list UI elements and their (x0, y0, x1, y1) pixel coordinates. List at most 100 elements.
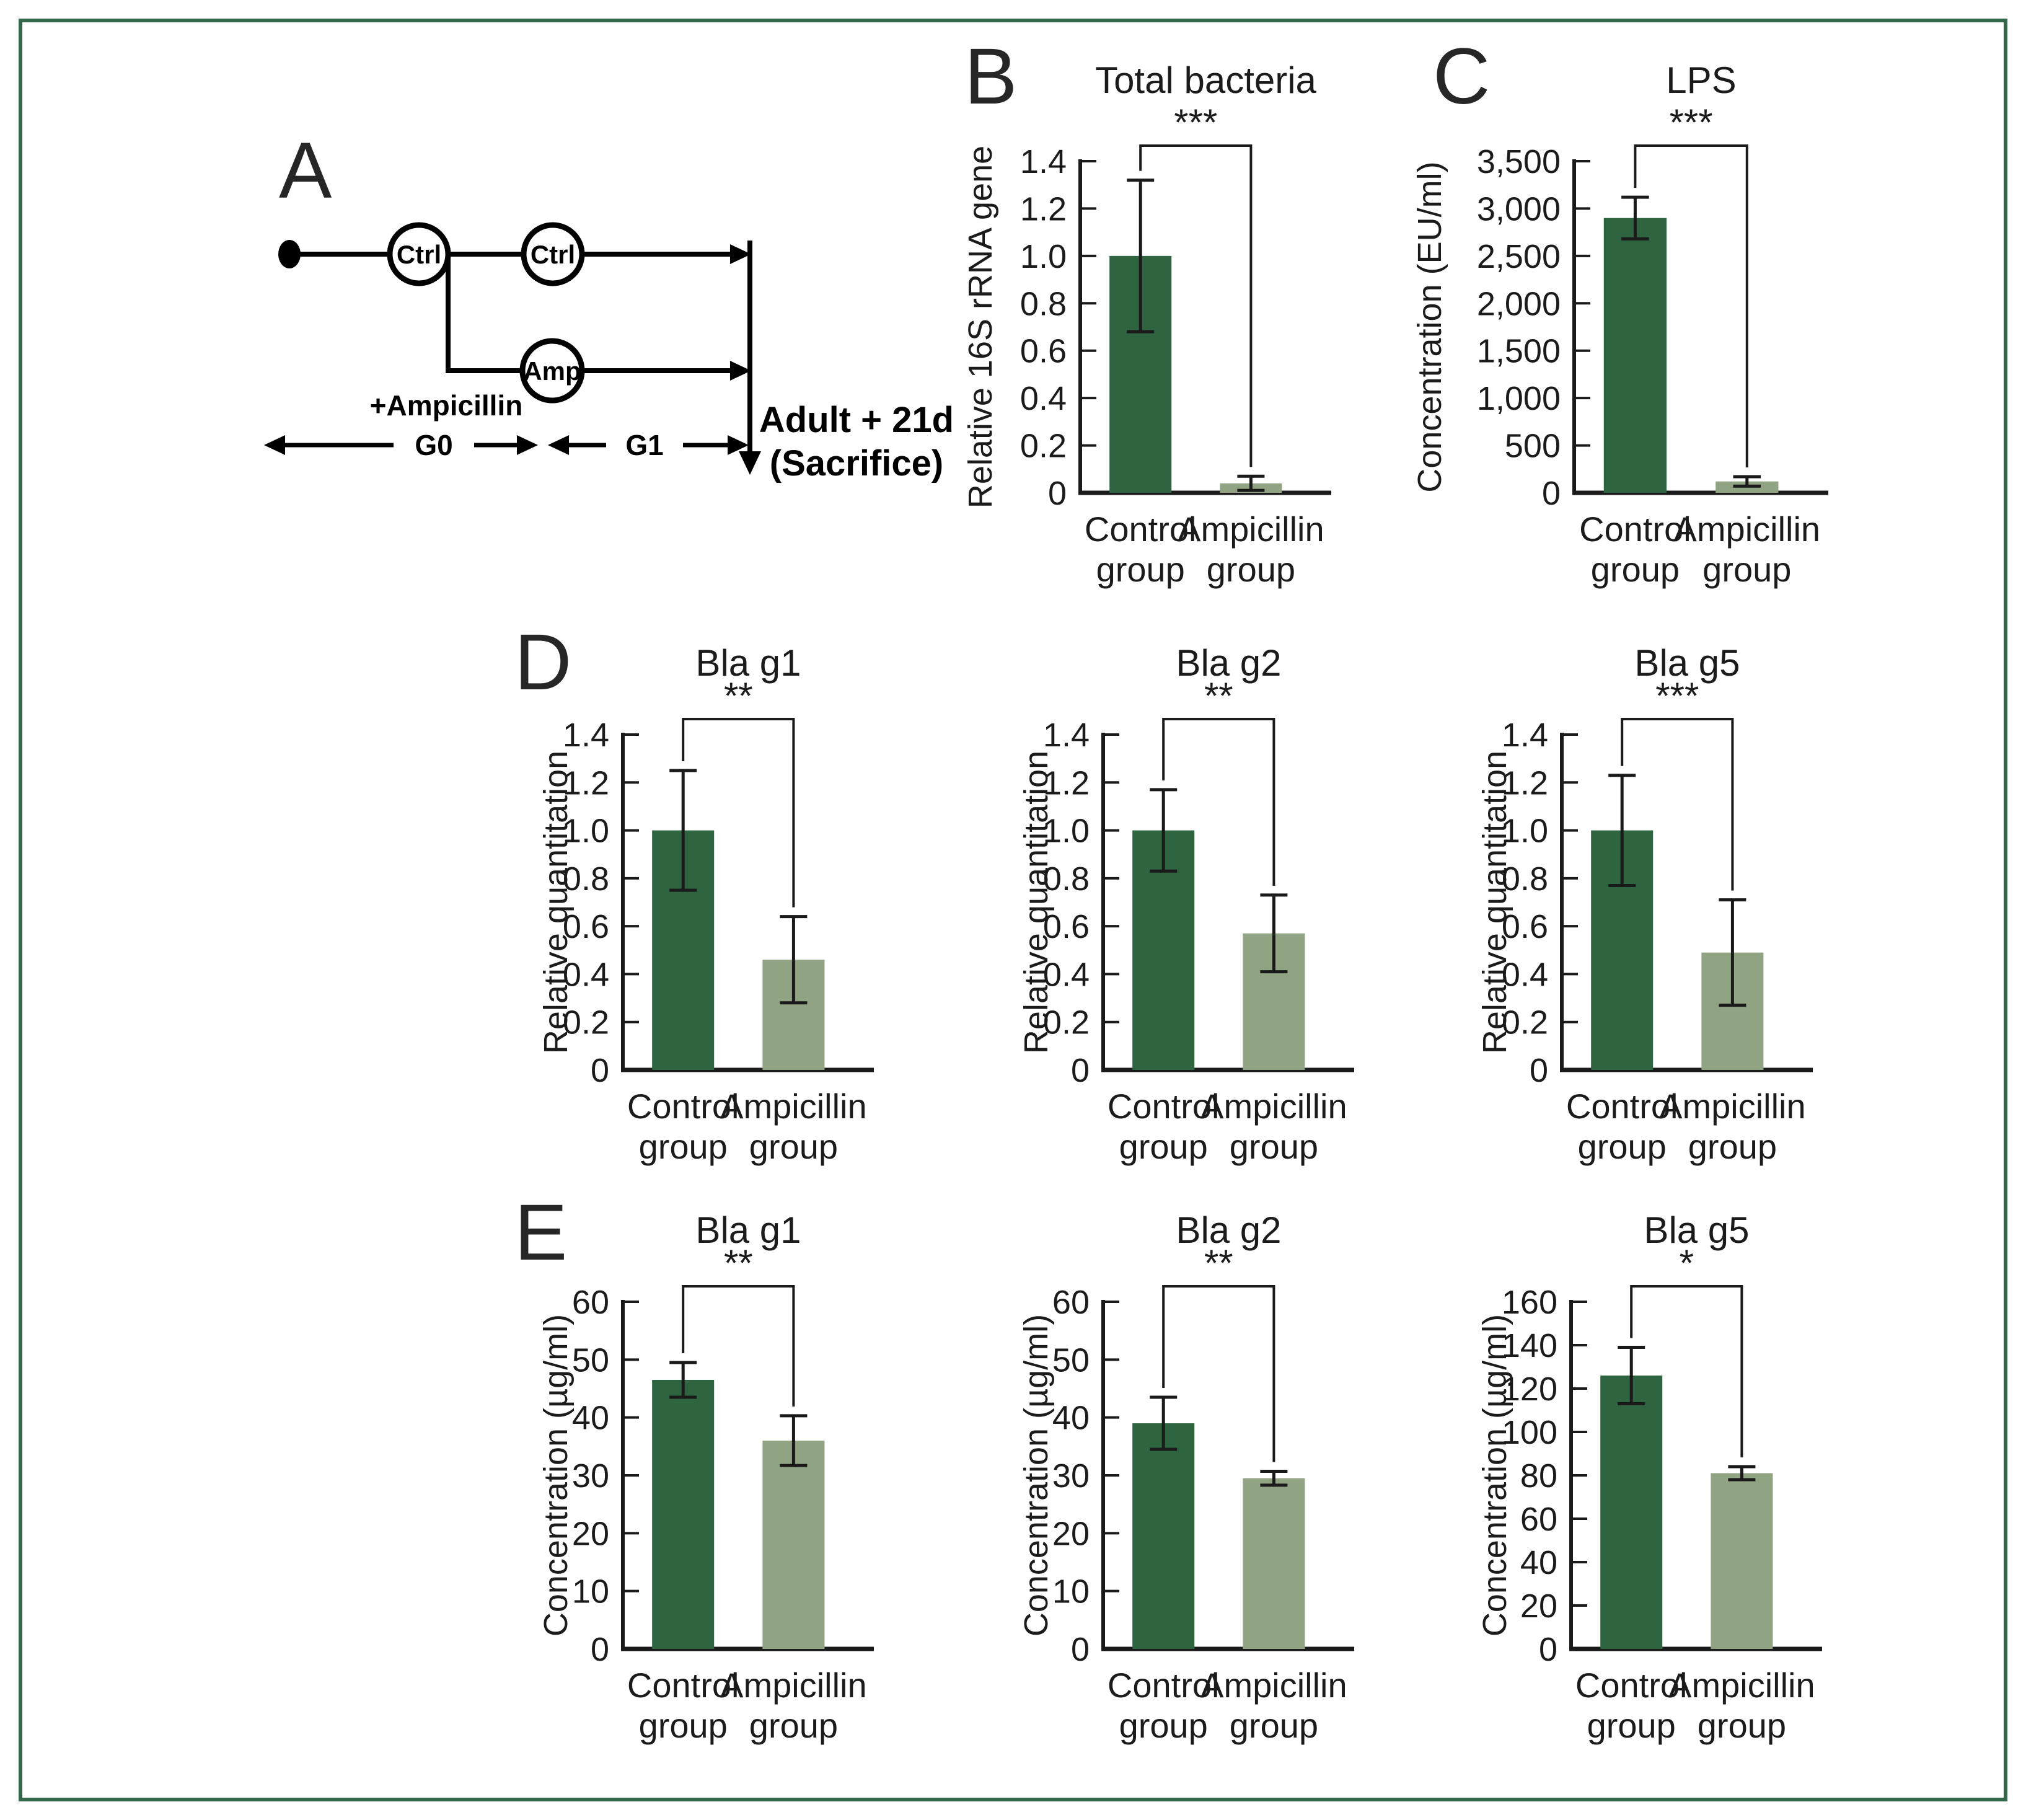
g0-left-arrowhead-icon (264, 435, 285, 455)
y-tick-label: 80 (1520, 1457, 1557, 1495)
y-tick-label: 0.2 (1020, 428, 1067, 465)
category-label-line2: group (749, 1706, 838, 1745)
y-tick-label: 1,000 (1477, 380, 1561, 417)
category-label-line1: Ampicillin (1674, 510, 1821, 549)
bar-chart: Bla g5 Concentration (µg/ml) 0 20 40 60 80 100 1… (1476, 1209, 1822, 1745)
ctrl-g1-node-label: Ctrl (531, 240, 575, 269)
y-tick-label: 0 (1071, 1631, 1090, 1668)
significance-bracket (1634, 144, 1748, 468)
y-tick-label: 0 (1530, 1052, 1548, 1089)
y-tick-label: 60 (1052, 1284, 1090, 1321)
study-design-diagram: Ctrl Ctrl Amp +Ampicillin G0 G1 Adult + … (264, 222, 954, 484)
amp-node (519, 338, 585, 404)
bar-control-group (1132, 1423, 1195, 1649)
category-label-line1: Ampicillin (1178, 510, 1324, 549)
y-tick-label: 0.6 (1020, 333, 1067, 370)
ctrl-g0-node-label: Ctrl (397, 240, 441, 269)
category-label-line1: Ampicillin (720, 1666, 867, 1705)
category-label-line2: group (1578, 1127, 1667, 1166)
y-tick-label: 50 (1052, 1341, 1090, 1379)
category-label-line2: group (1688, 1127, 1777, 1166)
significance-stars: *** (1174, 102, 1217, 143)
y-axis-label: Relative quantitation (1476, 751, 1513, 1054)
y-tick-label: 0 (1048, 475, 1067, 512)
category-label-line2: group (1096, 550, 1185, 589)
g1-label: G1 (625, 429, 663, 461)
ampicillin-branch-line (446, 255, 730, 373)
y-axis-label: Concentration (µg/ml) (1476, 1314, 1513, 1637)
panel-c-label: C (1433, 32, 1491, 121)
y-axis-label: Concentration (µg/ml) (1018, 1314, 1055, 1637)
category-label-line2: group (639, 1127, 728, 1166)
y-tick-label: 1.4 (1043, 717, 1090, 754)
panel-b-label: B (964, 32, 1018, 121)
category-label-line1: Ampicillin (1200, 1087, 1347, 1126)
category-label-line2: group (1587, 1706, 1676, 1745)
bar-chart: Total bacteria Relative 16S rRNA gene 0 0.2… (962, 60, 1331, 589)
y-tick-label: 0.6 (563, 908, 609, 945)
y-tick-label: 500 (1505, 428, 1561, 465)
chart-title: Bla g2 (1176, 1209, 1281, 1251)
y-tick-label: 1.2 (1502, 764, 1548, 802)
category-label-line2: group (1591, 550, 1680, 589)
ampicillin-arrowhead-icon (730, 361, 751, 381)
y-tick-label: 1.0 (1502, 813, 1548, 850)
significance-stars: * (1680, 1242, 1694, 1284)
y-axis-label: Relative quantitation (1018, 751, 1055, 1054)
y-tick-label: 0.8 (1043, 860, 1090, 898)
panel-d-label: D (514, 618, 572, 707)
chart-title: Total bacteria (1095, 60, 1316, 101)
bar-chart: Bla g2 Relative quantitation 0 0.2 0.4 0.6 0.8… (1018, 642, 1354, 1166)
bar-chart: Bla g1 Concentration (µg/ml) 0 10 20 30 40 50 60… (537, 1209, 874, 1745)
ctrl-g0-node (387, 222, 451, 286)
chart-relative-bla-g5: Bla g5 Relative quantitation 0 0.2 0.4 0.6 0.8… (1472, 620, 1906, 1184)
significance-bracket (1621, 718, 1734, 891)
y-tick-label: 2,500 (1477, 238, 1561, 275)
category-label-line1: Control (627, 1087, 739, 1126)
y-tick-label: 3,000 (1477, 190, 1561, 228)
bar-chart: Bla g5 Relative quantitation 0 0.2 0.4 0.6 0.8… (1476, 642, 1813, 1166)
y-tick-label: 1.0 (1020, 238, 1067, 275)
chart-title: Bla g2 (1176, 642, 1281, 684)
category-label-line2: group (1119, 1127, 1208, 1166)
significance-stars: ** (724, 675, 753, 717)
bar-chart: Bla g1 Relative quantitation 0 0.2 0.4 0.6 0.8… (537, 642, 874, 1166)
significance-stars: ** (1204, 1242, 1233, 1284)
y-tick-label: 100 (1502, 1414, 1557, 1451)
y-tick-label: 10 (572, 1573, 609, 1610)
y-tick-label: 1.0 (1043, 813, 1090, 850)
chart-title: Bla g5 (1634, 642, 1740, 684)
endpoint-down-arrowhead-icon (739, 451, 761, 475)
y-tick-label: 30 (1052, 1457, 1090, 1495)
y-tick-label: 0.8 (1502, 860, 1548, 898)
category-label-line2: group (1698, 1706, 1786, 1745)
significance-bracket (1162, 718, 1275, 886)
chart-lps: LPS Concentration (EU/ml) 0 500 1,000 1,500 2,… (1407, 37, 1903, 595)
chart-title: Bla g5 (1644, 1209, 1749, 1251)
y-tick-label: 40 (1052, 1400, 1090, 1437)
chart-concentration-bla-g2: Bla g2 Concentration (µg/ml) 0 10 20 30 40 50 60… (1013, 1187, 1447, 1764)
chart-concentration-bla-g1: Bla g1 Concentration (µg/ml) 0 10 20 30 40 50 60… (533, 1187, 967, 1764)
category-label-line1: Control (1108, 1087, 1220, 1126)
y-tick-label: 10 (1052, 1573, 1090, 1610)
category-label-line2: group (1702, 550, 1791, 589)
category-label-line1: Control (1085, 510, 1197, 549)
y-tick-label: 1,500 (1477, 333, 1561, 370)
y-tick-label: 1.2 (563, 764, 609, 802)
g0-right-arrowhead-icon (517, 435, 538, 455)
y-tick-label: 0.2 (1502, 1004, 1548, 1041)
category-label-line2: group (1119, 1706, 1208, 1745)
y-tick-label: 20 (1052, 1515, 1090, 1552)
significance-stars: ** (724, 1242, 753, 1284)
bar-control-group (1600, 1376, 1663, 1649)
category-label-line2: group (749, 1127, 838, 1166)
endpoint-label-line2: (Sacrifice) (770, 443, 943, 484)
chart-total-bacteria: Total bacteria Relative 16S rRNA gene 0 0.2… (958, 37, 1391, 595)
y-tick-label: 1.4 (1020, 143, 1067, 180)
g1-right-arrowhead-icon (728, 435, 749, 455)
amp-node-label: Amp (523, 356, 581, 386)
category-label-line1: Ampicillin (720, 1087, 867, 1126)
treatment-label: +Ampicillin (370, 389, 523, 422)
y-tick-label: 0.4 (1502, 956, 1548, 993)
significance-stars: ** (1204, 675, 1233, 717)
